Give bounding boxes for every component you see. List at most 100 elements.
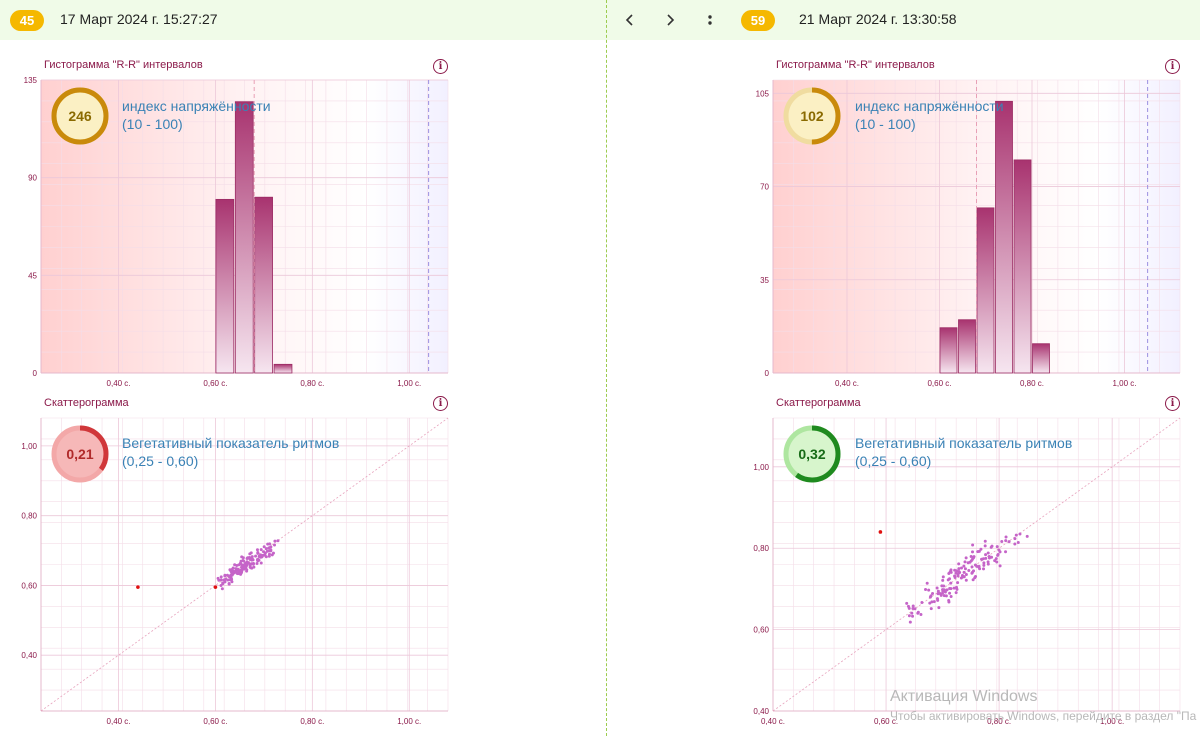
- scatter-point: [217, 578, 221, 582]
- x-tick-label: 0,60 с.: [203, 379, 227, 388]
- scatter-point: [935, 597, 939, 601]
- scatter-point: [219, 575, 223, 579]
- y-tick-label: 1,00: [753, 463, 769, 472]
- info-icon[interactable]: i: [1165, 396, 1180, 411]
- scatter-point: [953, 576, 957, 580]
- metric-name: индекс напряжённости: [855, 98, 1004, 114]
- scatter-point: [248, 557, 252, 561]
- y-tick-label: 0,60: [753, 626, 769, 635]
- panel-divider: [606, 0, 607, 736]
- y-tick-label: 70: [760, 183, 769, 192]
- info-icon[interactable]: i: [433, 396, 448, 411]
- gauge-fill: [786, 428, 838, 480]
- scatter-point: [259, 548, 263, 552]
- scatter-point: [220, 587, 224, 591]
- scatter-point: [272, 543, 276, 547]
- scatter-point: [1004, 535, 1008, 539]
- scatter-point: [259, 561, 263, 565]
- gauge-progress: [783, 87, 841, 145]
- scatter-point: [268, 542, 272, 546]
- scatter-point: [267, 554, 271, 558]
- scatter-point: [964, 578, 968, 582]
- scatter-point: [913, 607, 917, 611]
- right-histogram-title: Гистограмма "R-R" интервалов: [776, 59, 935, 71]
- scatter-point: [961, 575, 965, 579]
- scatter-point: [983, 544, 987, 548]
- scatter-point: [262, 550, 266, 554]
- identity-diagonal: [40, 417, 449, 712]
- scatter-point: [929, 594, 933, 598]
- scatter-point: [248, 563, 252, 567]
- x-tick-label: 0,80 с.: [987, 717, 1011, 726]
- scatter-point: [975, 564, 979, 568]
- y-tick-label: 35: [760, 276, 769, 285]
- histogram-bar: [234, 101, 254, 374]
- scatter-point: [948, 577, 952, 581]
- scatter-point: [941, 575, 945, 579]
- scatter-point: [270, 553, 274, 557]
- scatter-point: [241, 556, 245, 560]
- y-tick-label: 105: [756, 89, 770, 98]
- scatter-point: [932, 600, 936, 604]
- scatter-point: [943, 590, 947, 594]
- outlier-point: [136, 585, 140, 589]
- scatter-point: [954, 591, 958, 595]
- scatter-point: [942, 588, 946, 592]
- scatter-point: [247, 561, 251, 565]
- scatter-point: [970, 571, 974, 575]
- scatter-point: [233, 563, 237, 567]
- scatter-point: [924, 588, 928, 592]
- scatter-point: [225, 573, 229, 577]
- scatter-point: [929, 607, 933, 611]
- chevron-left-icon: [625, 14, 633, 26]
- scatter-point: [936, 592, 940, 596]
- next-button[interactable]: [658, 8, 682, 32]
- y-tick-label: 0: [765, 369, 770, 378]
- scatter-point: [1004, 539, 1008, 543]
- identity-diagonal: [772, 417, 1181, 712]
- y-tick-label: 0,80: [753, 544, 769, 553]
- scatter-point: [956, 581, 960, 585]
- scatter-point: [986, 551, 990, 555]
- left-record-badge: 45: [10, 10, 44, 31]
- gauge-progress: [783, 425, 841, 483]
- rhythm-indicator-gauge: 0,32: [782, 424, 842, 484]
- windows-activation-watermark: Активация Windows: [890, 688, 1038, 705]
- scatter-point: [970, 565, 974, 569]
- tension-index-gauge: 102: [782, 86, 842, 146]
- scatter-point: [945, 588, 949, 592]
- gauge-ring: [783, 425, 841, 483]
- x-tick-label: 1,00 с.: [1112, 379, 1136, 388]
- scatter-point: [939, 593, 943, 597]
- scatter-point: [1000, 540, 1004, 544]
- scatter-point: [973, 576, 977, 580]
- scatter-point: [997, 548, 1001, 552]
- more-options-button[interactable]: [698, 8, 722, 32]
- scatter-point: [229, 569, 233, 573]
- gauge-value: 102: [800, 108, 824, 124]
- scatter-point: [979, 547, 983, 551]
- right-record-date: 21 Март 2024 г. 13:30:58: [799, 11, 957, 27]
- scatter-point: [964, 572, 968, 576]
- x-tick-label: 1,00 с.: [1100, 717, 1124, 726]
- info-icon[interactable]: i: [1165, 59, 1180, 74]
- histogram-bar: [273, 363, 293, 374]
- scatter-point: [969, 554, 973, 558]
- info-icon[interactable]: i: [433, 59, 448, 74]
- scatter-point: [947, 572, 951, 576]
- scatter-point: [256, 557, 260, 561]
- gauge-value: 0,21: [66, 446, 94, 462]
- prev-button[interactable]: [618, 8, 642, 32]
- gauge-fill: [54, 90, 106, 142]
- scatter-point: [957, 567, 961, 571]
- scatter-point: [931, 591, 935, 595]
- left-record-date: 17 Март 2024 г. 15:27:27: [60, 11, 218, 27]
- scatter-point: [994, 557, 998, 561]
- scatter-point: [937, 606, 941, 610]
- scatter-point: [996, 553, 1000, 557]
- scatter-point: [941, 578, 945, 582]
- scatter-point: [262, 545, 266, 549]
- scatter-point: [971, 550, 975, 554]
- histogram-bar: [1032, 343, 1050, 374]
